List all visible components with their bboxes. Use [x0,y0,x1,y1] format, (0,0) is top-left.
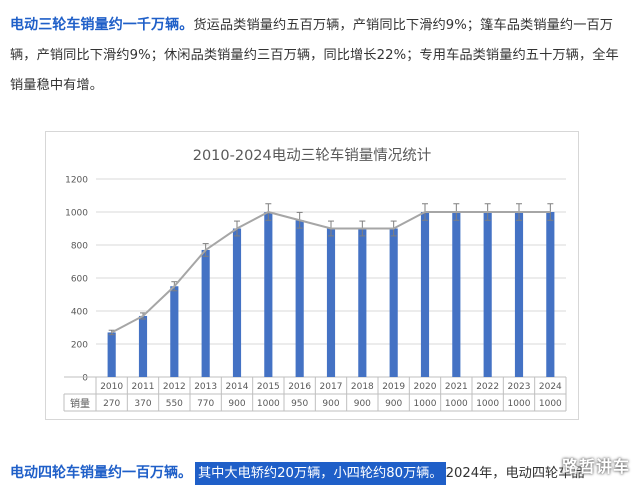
value-label: 270 [103,399,120,409]
bar [514,212,524,377]
value-label: 900 [322,399,339,409]
sales-chart: 2010-2024电动三轮车销量情况统计 0 200 400 600 800 1000 120… [45,131,579,420]
bar [358,228,367,377]
category-label: 2015 [257,382,280,392]
category-label: 2016 [288,382,311,392]
y-tick-label: 600 [71,275,88,285]
y-tick-label: 1200 [65,176,88,186]
category-label: 2024 [539,382,562,392]
value-label: 770 [197,399,214,409]
category-label: 2018 [351,382,374,392]
y-tick-label: 0 [82,374,88,384]
paragraph-lead: 电动四轮车销量约一百万辆。 [10,465,192,481]
value-label: 370 [134,399,151,409]
bar [483,212,492,377]
category-label: 2017 [320,382,343,392]
category-label: 2013 [194,382,217,392]
highlighted-text: 其中大电轿约20万辆，小四轮约80万辆。 [195,462,446,485]
bar [389,228,398,377]
watermark: 路哲讲车 [561,457,630,476]
category-label: 2010 [100,382,123,392]
trend-line [111,210,551,334]
value-label: 900 [354,399,371,409]
bar [546,212,555,377]
value-label: 1000 [257,399,280,409]
bar [107,332,116,377]
y-tick-label: 200 [71,341,88,351]
value-label: 950 [291,399,308,409]
value-label: 1000 [539,399,562,409]
intro-paragraph: 电动三轮车销量约一千万辆。货运品类销量约五百万辆，产销同比下滑约9%；篷车品类销… [10,10,626,101]
bar [420,212,430,377]
paragraph-body: 货运品类销量约五百万辆，产销同比下滑约9%；篷车品类销量约一百万辆，产销同比下滑… [10,18,619,93]
bar [170,286,179,377]
category-label: 2023 [508,382,531,392]
bar [201,249,210,377]
bar [295,220,304,377]
paragraph-rest: 2024年，电动四轮车品 [445,466,585,481]
bar [232,228,242,377]
category-label: 2012 [163,382,186,392]
y-tick-label: 800 [71,242,88,252]
table-header-label: 销量 [70,397,90,410]
category-label: 2022 [476,382,499,392]
category-label: 2014 [226,382,249,392]
chart-title: 2010-2024电动三轮车销量情况统计 [193,147,432,164]
value-label: 1000 [445,399,468,409]
paragraph-lead: 电动三轮车销量约一千万辆。 [10,17,194,33]
value-label: 1000 [508,399,531,409]
category-label: 2019 [382,382,405,392]
y-tick-label: 1000 [65,209,88,219]
bar [138,315,148,377]
bar [264,212,273,377]
category-label: 2020 [414,382,437,392]
second-paragraph: 电动四轮车销量约一百万辆。 其中大电轿约20万辆，小四轮约80万辆。 2024年，电… [10,458,640,489]
chart-svg: 2010-2024电动三轮车销量情况统计 0 200 400 600 800 1000 120… [63,147,567,412]
value-label: 1000 [414,399,437,409]
y-tick-label: 400 [71,308,88,318]
bar [452,212,461,377]
value-label: 900 [228,399,245,409]
bar [326,228,336,377]
category-label: 2011 [132,382,155,392]
value-label: 550 [166,399,183,409]
value-label: 1000 [476,399,499,409]
value-label: 900 [385,399,402,409]
category-label: 2021 [445,382,468,392]
